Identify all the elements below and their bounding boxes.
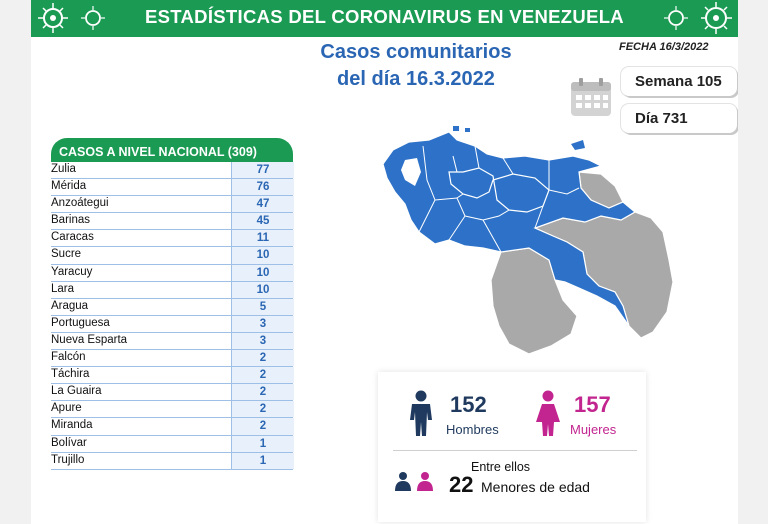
case-count: 2 bbox=[231, 367, 294, 384]
table-row: Táchira 2 bbox=[51, 367, 294, 385]
state-name: Bolívar bbox=[51, 436, 87, 449]
virus-icon bbox=[38, 3, 105, 33]
state-name: Barinas bbox=[51, 214, 90, 227]
case-count: 2 bbox=[231, 401, 294, 418]
headline-line1: Casos comunitarios bbox=[320, 41, 512, 63]
case-count: 10 bbox=[231, 281, 294, 298]
case-count: 10 bbox=[231, 247, 294, 264]
case-count: 77 bbox=[231, 162, 294, 179]
gender-breakdown: 152 Hombres 157 Mujeres bbox=[378, 372, 646, 522]
divider bbox=[393, 450, 637, 451]
minors-intro: Entre ellos bbox=[471, 460, 531, 474]
state-name: Mérida bbox=[51, 180, 87, 193]
table-row: Falcón 2 bbox=[51, 350, 294, 368]
case-count: 2 bbox=[231, 418, 294, 435]
cases-table: Zulia 77 Mérida 76 Anzoátegui 47 Barinas 45 Cara… bbox=[51, 162, 294, 470]
infographic-card: ESTADÍSTICAS DEL CORONAVIRUS EN VENEZUEL… bbox=[31, 0, 738, 524]
state-name: La Guaira bbox=[51, 385, 102, 398]
state-name: Sucre bbox=[51, 248, 82, 261]
virus-icon bbox=[664, 2, 732, 34]
men-count: 152 bbox=[450, 392, 487, 417]
banner-title: ESTADÍSTICAS DEL CORONAVIRUS EN VENEZUEL… bbox=[145, 6, 624, 27]
table-header: CASOS A NIVEL NACIONAL (309) bbox=[51, 138, 293, 162]
venezuela-map bbox=[382, 126, 673, 355]
case-count: 45 bbox=[231, 213, 294, 230]
state-name: Aragua bbox=[51, 299, 89, 312]
case-count: 1 bbox=[231, 435, 294, 452]
table-row: Mérida 76 bbox=[51, 179, 294, 197]
case-count: 10 bbox=[231, 264, 294, 281]
state-name: Falcón bbox=[51, 351, 86, 364]
state-name: Trujillo bbox=[51, 453, 85, 466]
state-name: Zulia bbox=[51, 163, 76, 175]
table-row: Portuguesa 3 bbox=[51, 315, 294, 333]
table-row: Yaracuy 10 bbox=[51, 264, 294, 282]
headline-line2: del día 16.3.2022 bbox=[337, 68, 495, 90]
day-badge: Día 731 bbox=[621, 104, 737, 133]
headline: Casos comunitarios del día 16.3.2022 bbox=[286, 39, 546, 93]
week-badge: Semana 105 bbox=[621, 67, 737, 96]
women-label: Mujeres bbox=[570, 422, 617, 437]
table-row: Anzoátegui 47 bbox=[51, 196, 294, 214]
date-label: FECHA 16/3/2022 bbox=[619, 41, 709, 53]
calendar-icon bbox=[571, 78, 611, 116]
state-name: Miranda bbox=[51, 419, 93, 432]
state-name: Yaracuy bbox=[51, 265, 93, 278]
minors-count: 22 bbox=[449, 472, 474, 497]
case-count: 3 bbox=[231, 315, 294, 332]
table-row: Aragua 5 bbox=[51, 298, 294, 316]
state-name: Táchira bbox=[51, 368, 90, 381]
table-row: Nueva Esparta 3 bbox=[51, 332, 294, 351]
state-name: Portuguesa bbox=[51, 316, 110, 329]
state-name: Apure bbox=[51, 402, 82, 415]
case-count: 1 bbox=[231, 452, 294, 469]
case-count: 2 bbox=[231, 384, 294, 401]
case-count: 3 bbox=[231, 332, 294, 350]
state-name: Caracas bbox=[51, 231, 94, 244]
state-name: Anzoátegui bbox=[51, 197, 109, 210]
men-label: Hombres bbox=[446, 422, 499, 437]
table-row: Sucre 10 bbox=[51, 247, 294, 265]
table-row: Miranda 2 bbox=[51, 418, 294, 436]
table-row: La Guaira 2 bbox=[51, 384, 294, 402]
table-row: Apure 2 bbox=[51, 401, 294, 419]
state-name: Lara bbox=[51, 282, 75, 295]
women-count: 157 bbox=[574, 392, 611, 417]
case-count: 2 bbox=[231, 350, 294, 367]
table-row: Lara 10 bbox=[51, 281, 294, 299]
table-row: Trujillo 1 bbox=[51, 452, 294, 470]
case-count: 47 bbox=[231, 196, 294, 213]
case-count: 5 bbox=[231, 298, 294, 315]
table-row: Bolívar 1 bbox=[51, 435, 294, 453]
table-row: Barinas 45 bbox=[51, 213, 294, 231]
woman-icon bbox=[536, 390, 560, 436]
man-icon bbox=[410, 390, 432, 436]
title-banner: ESTADÍSTICAS DEL CORONAVIRUS EN VENEZUEL… bbox=[31, 0, 738, 37]
child-pair-icon bbox=[395, 472, 433, 491]
case-count: 76 bbox=[231, 179, 294, 196]
state-name: Nueva Esparta bbox=[51, 333, 128, 346]
minors-label: Menores de edad bbox=[481, 479, 590, 495]
table-row: Zulia 77 bbox=[51, 162, 294, 180]
table-row: Caracas 11 bbox=[51, 230, 294, 248]
case-count: 11 bbox=[231, 230, 294, 247]
